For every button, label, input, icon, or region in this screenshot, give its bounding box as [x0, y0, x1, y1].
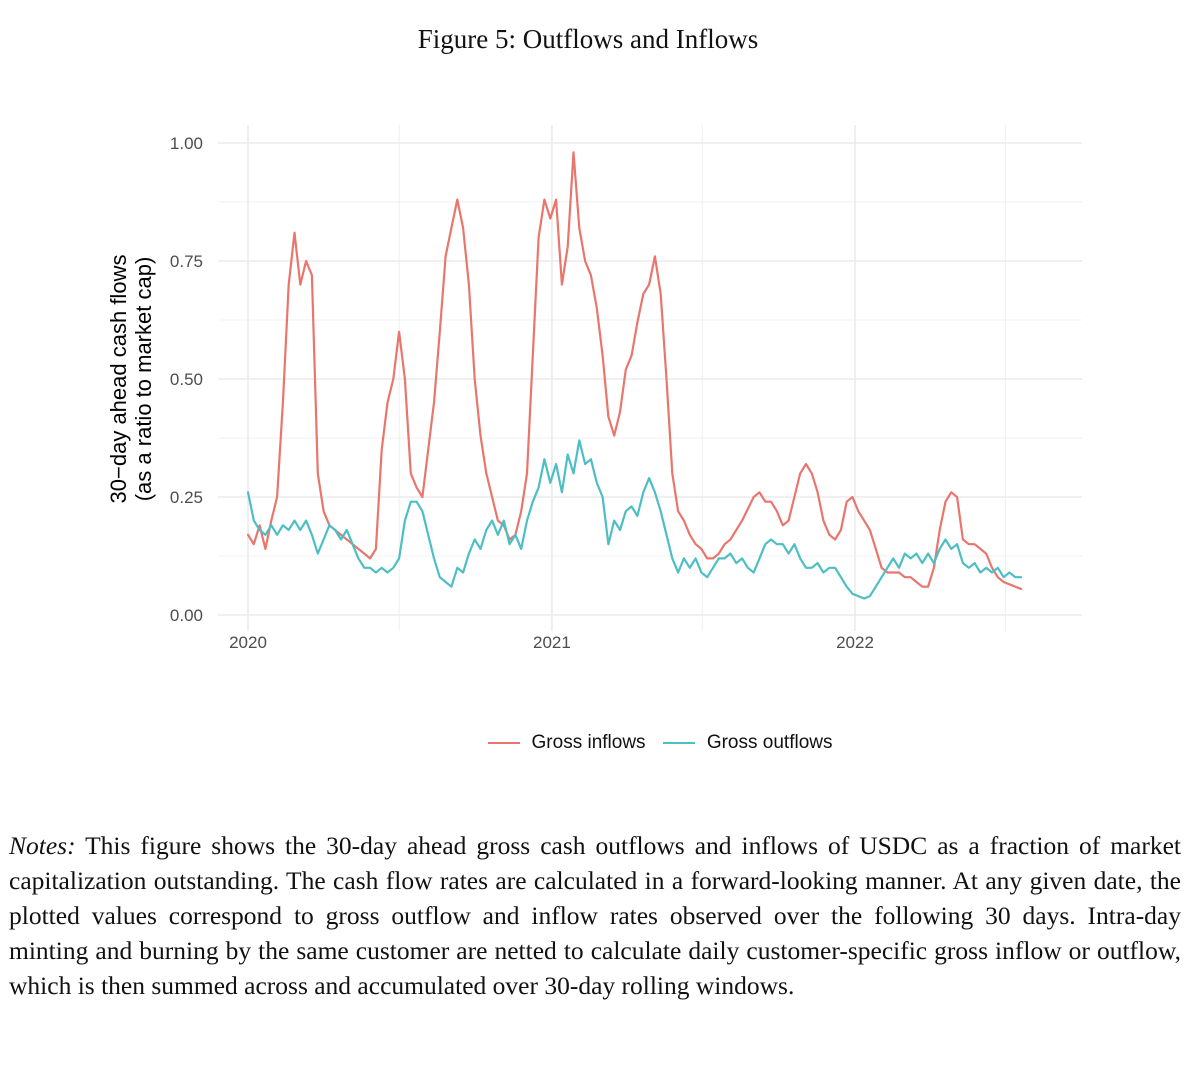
gross-inflows-line [246, 151, 1023, 591]
legend-item-inflows: Gross inflows [487, 732, 646, 754]
notes-text: This figure shows the 30-day ahead gross… [9, 831, 1181, 1000]
gross-outflows-line [246, 439, 1023, 600]
legend-label-inflows: Gross inflows [531, 732, 646, 753]
legend-item-outflows: Gross outflows [662, 732, 833, 754]
line-chart: 0.00 0.25 0.50 0.75 1.00 2020 2021 2022 30−day… [106, 125, 1082, 652]
y-tick-label: 0.50 [170, 370, 203, 389]
grid-lines [218, 125, 1082, 631]
legend-key-outflows [662, 742, 695, 744]
y-tick-label: 0.00 [170, 606, 203, 625]
figure-notes: Notes: This figure shows the 30-day ahea… [9, 828, 1181, 1003]
x-tick-label: 2020 [229, 633, 267, 652]
y-tick-label: 1.00 [170, 134, 203, 153]
y-axis-label-line2: (as a ratio to market cap) [131, 257, 156, 502]
x-tick-label: 2022 [836, 633, 874, 652]
y-tick-label: 0.25 [170, 488, 203, 507]
x-tick-labels: 2020 2021 2022 [229, 633, 874, 652]
y-tick-labels: 0.00 0.25 0.50 0.75 1.00 [170, 134, 203, 625]
x-tick-label: 2021 [533, 633, 571, 652]
legend: Gross inflows Gross outflows [0, 728, 1200, 754]
y-tick-label: 0.75 [170, 252, 203, 271]
notes-label: Notes: [9, 831, 76, 860]
y-axis-label-line1: 30−day ahead cash flows [106, 255, 131, 504]
series-lines [246, 151, 1023, 600]
legend-label-outflows: Gross outflows [706, 732, 833, 753]
figure-title: Figure 5: Outflows and Inflows [417, 24, 759, 54]
legend-key-inflows [487, 742, 520, 744]
